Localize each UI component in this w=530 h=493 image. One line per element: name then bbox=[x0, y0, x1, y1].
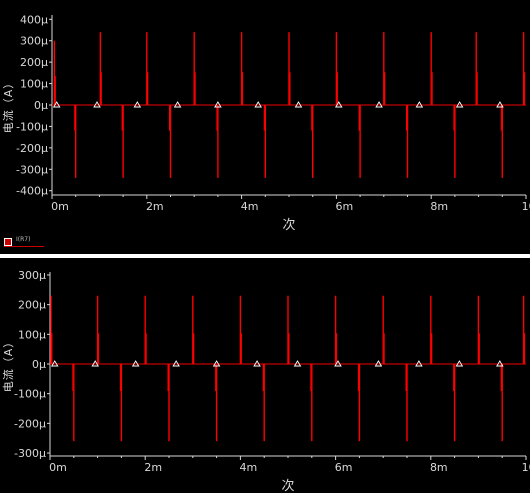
data-marker bbox=[455, 101, 464, 108]
data-marker bbox=[91, 360, 100, 367]
y-tick-label: 200µ bbox=[18, 299, 46, 312]
x-tick-label: 0m bbox=[49, 461, 67, 474]
y-tick-label: -100µ bbox=[14, 388, 46, 401]
y-tick-label: -200µ bbox=[16, 142, 48, 155]
data-marker bbox=[496, 101, 504, 108]
data-marker bbox=[334, 101, 343, 108]
y-tick-label: -100µ bbox=[16, 120, 48, 133]
trace-name-label: I(R7) bbox=[16, 236, 31, 243]
data-marker bbox=[133, 101, 142, 108]
data-marker bbox=[415, 101, 424, 108]
trace-color-swatch bbox=[4, 246, 44, 247]
y-axis-label: 电流（A） bbox=[1, 77, 15, 134]
y-tick-label: 400µ bbox=[20, 13, 48, 26]
panel-divider[interactable] bbox=[0, 254, 530, 258]
y-tick-label: -300µ bbox=[16, 163, 48, 176]
x-tick-label: 2m bbox=[144, 461, 162, 474]
data-marker bbox=[496, 360, 504, 367]
y-tick-label: 300µ bbox=[20, 35, 48, 48]
data-marker bbox=[212, 360, 221, 367]
data-marker bbox=[214, 101, 222, 108]
data-marker bbox=[50, 360, 59, 367]
y-axis-label: 电流（A） bbox=[1, 336, 15, 393]
y-tick-label: 100µ bbox=[18, 328, 46, 341]
data-marker bbox=[415, 360, 423, 367]
data-marker bbox=[374, 360, 383, 367]
x-tick-label: 6m bbox=[336, 200, 354, 213]
x-axis-label: 次 bbox=[281, 478, 294, 493]
data-marker bbox=[253, 360, 261, 367]
data-marker bbox=[334, 360, 342, 367]
y-tick-label: 0µ bbox=[34, 99, 48, 112]
y-tick-label: 0µ bbox=[32, 358, 46, 371]
y-tick-label: -300µ bbox=[14, 447, 46, 460]
data-marker bbox=[93, 101, 101, 108]
bottom-plot-panel[interactable]: 300µ 200µ 100µ 0µ -100µ -200µ -300µ 0m 2m 4m 6m 8m 1… bbox=[0, 258, 530, 493]
data-marker bbox=[254, 101, 262, 108]
y-tick-label: -200µ bbox=[14, 417, 46, 430]
data-marker bbox=[293, 360, 302, 367]
data-marker bbox=[131, 360, 140, 367]
top-plot-panel[interactable]: 400µ 300µ 200µ 100µ 0µ -100µ -200µ -300µ -400µ 0m… bbox=[0, 0, 530, 254]
trace-legend-item[interactable]: I(R7) bbox=[4, 236, 44, 248]
data-marker bbox=[455, 360, 464, 367]
trace-checkbox[interactable] bbox=[4, 238, 12, 246]
data-marker bbox=[173, 101, 182, 108]
x-tick-label: 2m bbox=[146, 200, 164, 213]
x-tick-label: 0m bbox=[51, 200, 69, 213]
y-tick-label: 200µ bbox=[20, 56, 48, 69]
x-tick-label: 4m bbox=[240, 461, 258, 474]
data-marker bbox=[52, 101, 61, 108]
data-marker bbox=[172, 360, 180, 367]
x-tick-label: 8m bbox=[430, 461, 448, 474]
top-plot-canvas[interactable]: 400µ 300µ 200µ 100µ 0µ -100µ -200µ -300µ -400µ0m… bbox=[0, 0, 530, 254]
y-tick-label: 300µ bbox=[18, 269, 46, 282]
x-axis-label: 次 bbox=[282, 217, 295, 233]
y-tick-label: 100µ bbox=[20, 78, 48, 91]
x-tick-label: 6m bbox=[335, 461, 353, 474]
x-tick-label: 10m bbox=[522, 461, 530, 474]
x-tick-label: 10m bbox=[522, 200, 530, 213]
data-marker bbox=[294, 101, 303, 108]
data-marker bbox=[375, 101, 383, 108]
y-tick-label: -400µ bbox=[16, 185, 48, 198]
x-tick-label: 4m bbox=[241, 200, 259, 213]
x-tick-label: 8m bbox=[430, 200, 448, 213]
